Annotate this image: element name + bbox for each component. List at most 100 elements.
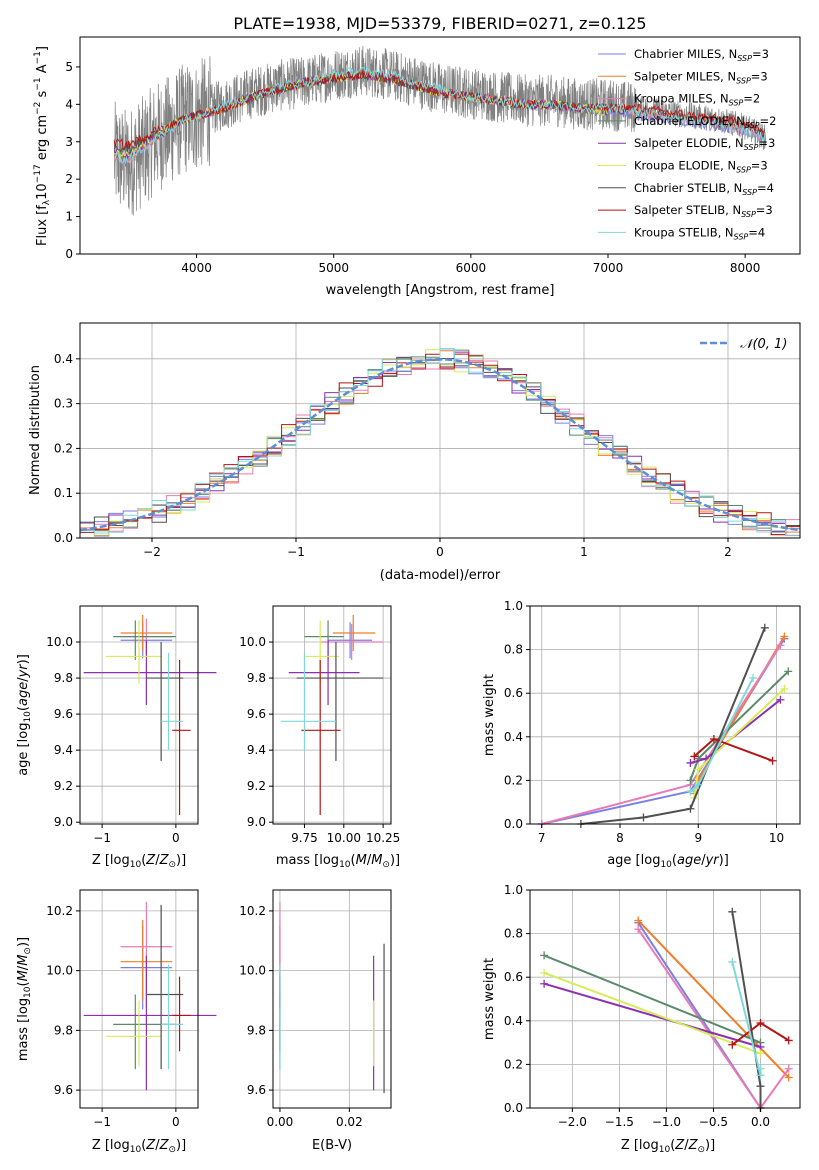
y-tick-label: 9.8 — [247, 1023, 266, 1037]
y-tick-label: 0.0 — [504, 1101, 523, 1115]
age-vs-mass-frame — [272, 605, 392, 825]
x-tick-label: 10.00 — [327, 831, 361, 845]
weight-marker — [756, 1049, 765, 1058]
weight-line — [543, 971, 761, 1055]
weight-marker — [768, 756, 777, 765]
weight-marker — [686, 804, 695, 813]
age-vs-z-axes: −1 0 9.0 9.2 9.4 9.6 9.8 10.0 — [46, 635, 179, 845]
x-tick-label: 10 — [769, 831, 784, 845]
x-tick-label: 9 — [694, 831, 702, 845]
x-tick-label: −1.0 — [652, 1115, 681, 1129]
mass-vs-z-plot-area — [80, 890, 217, 1108]
age-vs-z-xlabel: Z [log10(Z/Z⊙)] — [92, 853, 186, 870]
weight-vs-age-ylabel: mass weight — [482, 674, 497, 756]
spectrum-legend: Chabrier MILES, NSSP=3 Salpeter MILES, NS… — [598, 47, 776, 241]
weight-marker — [728, 957, 737, 966]
x-tick-label: 0 — [172, 831, 180, 845]
weight-marker — [780, 684, 789, 693]
weight-marker — [776, 695, 785, 704]
weight-marker — [784, 1036, 793, 1045]
mass-vs-ebv-xlabel: E(B-V) — [312, 1138, 352, 1153]
x-tick-label: 8000 — [730, 261, 761, 275]
weight-line — [543, 954, 761, 1044]
weight-vs-z-ylabel: mass weight — [482, 958, 497, 1040]
legend-entry: Kroupa ELODIE, NSSP=3 — [634, 159, 768, 175]
weight-vs-z-xlabel: Z [log10(Z/Z⊙)] — [621, 1138, 715, 1155]
y-tick-label: 9.2 — [54, 779, 73, 793]
spectrum-lines — [113, 45, 767, 216]
y-tick-label: 10.2 — [239, 904, 266, 918]
weight-marker — [784, 1073, 793, 1082]
y-tick-label: 2 — [65, 172, 73, 186]
age-vs-z-ylabel: age [log10(age/yr)] — [16, 654, 33, 776]
weight-marker — [780, 632, 789, 641]
spectrum-panel: PLATE=1938, MJD=53379, FIBERID=0271, z=0… — [33, 14, 801, 298]
y-tick-label: 3 — [65, 135, 73, 149]
residual-histogram-step — [80, 359, 800, 532]
weight-marker — [756, 1064, 765, 1073]
weight-marker — [690, 752, 699, 761]
weight-vs-z-frame — [529, 889, 801, 1109]
mass-vs-z-axes: −1 0 9.6 9.8 10.0 10.2 — [46, 904, 179, 1129]
weight-vs-z-plot-area — [530, 889, 800, 1112]
weight-vs-age-frame — [529, 605, 801, 825]
weight-marker — [634, 925, 643, 934]
residuals-ylabel: Normed distribution — [28, 365, 43, 495]
y-tick-label: 9.6 — [247, 707, 266, 721]
residuals-axes: −2 −1 0 1 2 0.0 0.1 0.2 0.3 0.4 — [54, 352, 732, 559]
spectrum-ylabel: Flux [fλ10−17 erg cm−2 s−1 A−1] — [33, 46, 52, 246]
weight-marker — [749, 673, 758, 682]
x-tick-label: 9.75 — [291, 831, 318, 845]
y-tick-label: 9.0 — [247, 815, 266, 829]
weight-marker — [776, 641, 785, 650]
y-tick-label: 9.4 — [247, 743, 266, 757]
y-tick-label: 0.1 — [54, 486, 73, 500]
weight-marker — [728, 907, 737, 916]
weight-vs-age-axes: 7 8 9 10 0.0 0.2 0.4 0.6 0.8 1.0 — [504, 599, 784, 845]
mass-vs-z-xlabel: Z [log10(Z/Z⊙)] — [92, 1138, 186, 1155]
weight-marker — [784, 1064, 793, 1073]
y-tick-label: 0.8 — [504, 927, 523, 941]
age-vs-mass-panel: 9.75 10.00 10.25 9.0 9.2 9.4 9.6 9.8 10.0 mass [… — [239, 605, 400, 870]
y-tick-label: 0.4 — [504, 1014, 523, 1028]
y-tick-label: 5 — [65, 60, 73, 74]
x-tick-label: −0.5 — [699, 1115, 728, 1129]
x-tick-label: 0.0 — [751, 1115, 770, 1129]
weight-vs-z-axes: −2.0 −1.5 −1.0 −0.5 0.0 0.0 0.2 0.4 0.6 0.8 1.0 — [504, 883, 770, 1129]
x-tick-label: 8 — [616, 831, 624, 845]
mass-vs-ebv-panel: 0.00 0.02 9.6 9.8 10.0 10.2 E(B-V) — [239, 889, 392, 1153]
age-vs-mass-axes: 9.75 10.00 10.25 9.0 9.2 9.4 9.6 9.8 10.0 — [239, 635, 400, 845]
mass-vs-ebv-axes: 0.00 0.02 9.6 9.8 10.0 10.2 — [239, 904, 362, 1129]
weight-vs-z-panel: −2.0 −1.5 −1.0 −0.5 0.0 0.0 0.2 0.4 0.6 0.8 1.0 Z … — [482, 883, 801, 1155]
normal-legend-label: 𝒩(0, 1) — [740, 337, 787, 352]
y-tick-label: 9.6 — [247, 1083, 266, 1097]
weight-line — [637, 919, 790, 1079]
spectrum-plot-area — [113, 45, 767, 216]
x-tick-label: 7000 — [593, 261, 624, 275]
y-tick-label: 9.8 — [54, 671, 73, 685]
weight-marker — [694, 780, 703, 789]
weight-line — [731, 961, 762, 1076]
y-tick-label: 0.2 — [54, 441, 73, 455]
y-tick-label: 0 — [65, 247, 73, 261]
x-tick-label: 0.02 — [336, 1115, 363, 1129]
y-tick-label: 9.0 — [54, 815, 73, 829]
residuals-panel: −2 −1 0 1 2 0.0 0.1 0.2 0.3 0.4 (data-model)/erro… — [28, 322, 801, 583]
y-tick-label: 0.6 — [504, 970, 523, 984]
y-tick-label: 0.4 — [54, 352, 73, 366]
weight-vs-age-xlabel: age [log10(age/yr)] — [607, 853, 729, 870]
weight-marker — [760, 623, 769, 632]
x-tick-label: 0.00 — [267, 1115, 294, 1129]
x-tick-label: −2.0 — [558, 1115, 587, 1129]
normal-curve — [79, 358, 801, 532]
weight-line — [731, 911, 762, 1108]
legend-entry: Kroupa MILES, NSSP=2 — [634, 92, 760, 108]
spectrum-title: PLATE=1938, MJD=53379, FIBERID=0271, z=0… — [233, 14, 646, 33]
y-tick-label: 9.4 — [54, 743, 73, 757]
y-tick-label: 9.6 — [54, 1083, 73, 1097]
weight-marker — [686, 776, 695, 785]
y-tick-label: 0.2 — [504, 1057, 523, 1071]
spectrum-axes: 4000 5000 6000 7000 8000 0 1 2 3 4 5 — [65, 60, 760, 275]
legend-entry: Kroupa STELIB, NSSP=4 — [634, 225, 765, 241]
age-vs-mass-plot-area — [273, 606, 391, 824]
